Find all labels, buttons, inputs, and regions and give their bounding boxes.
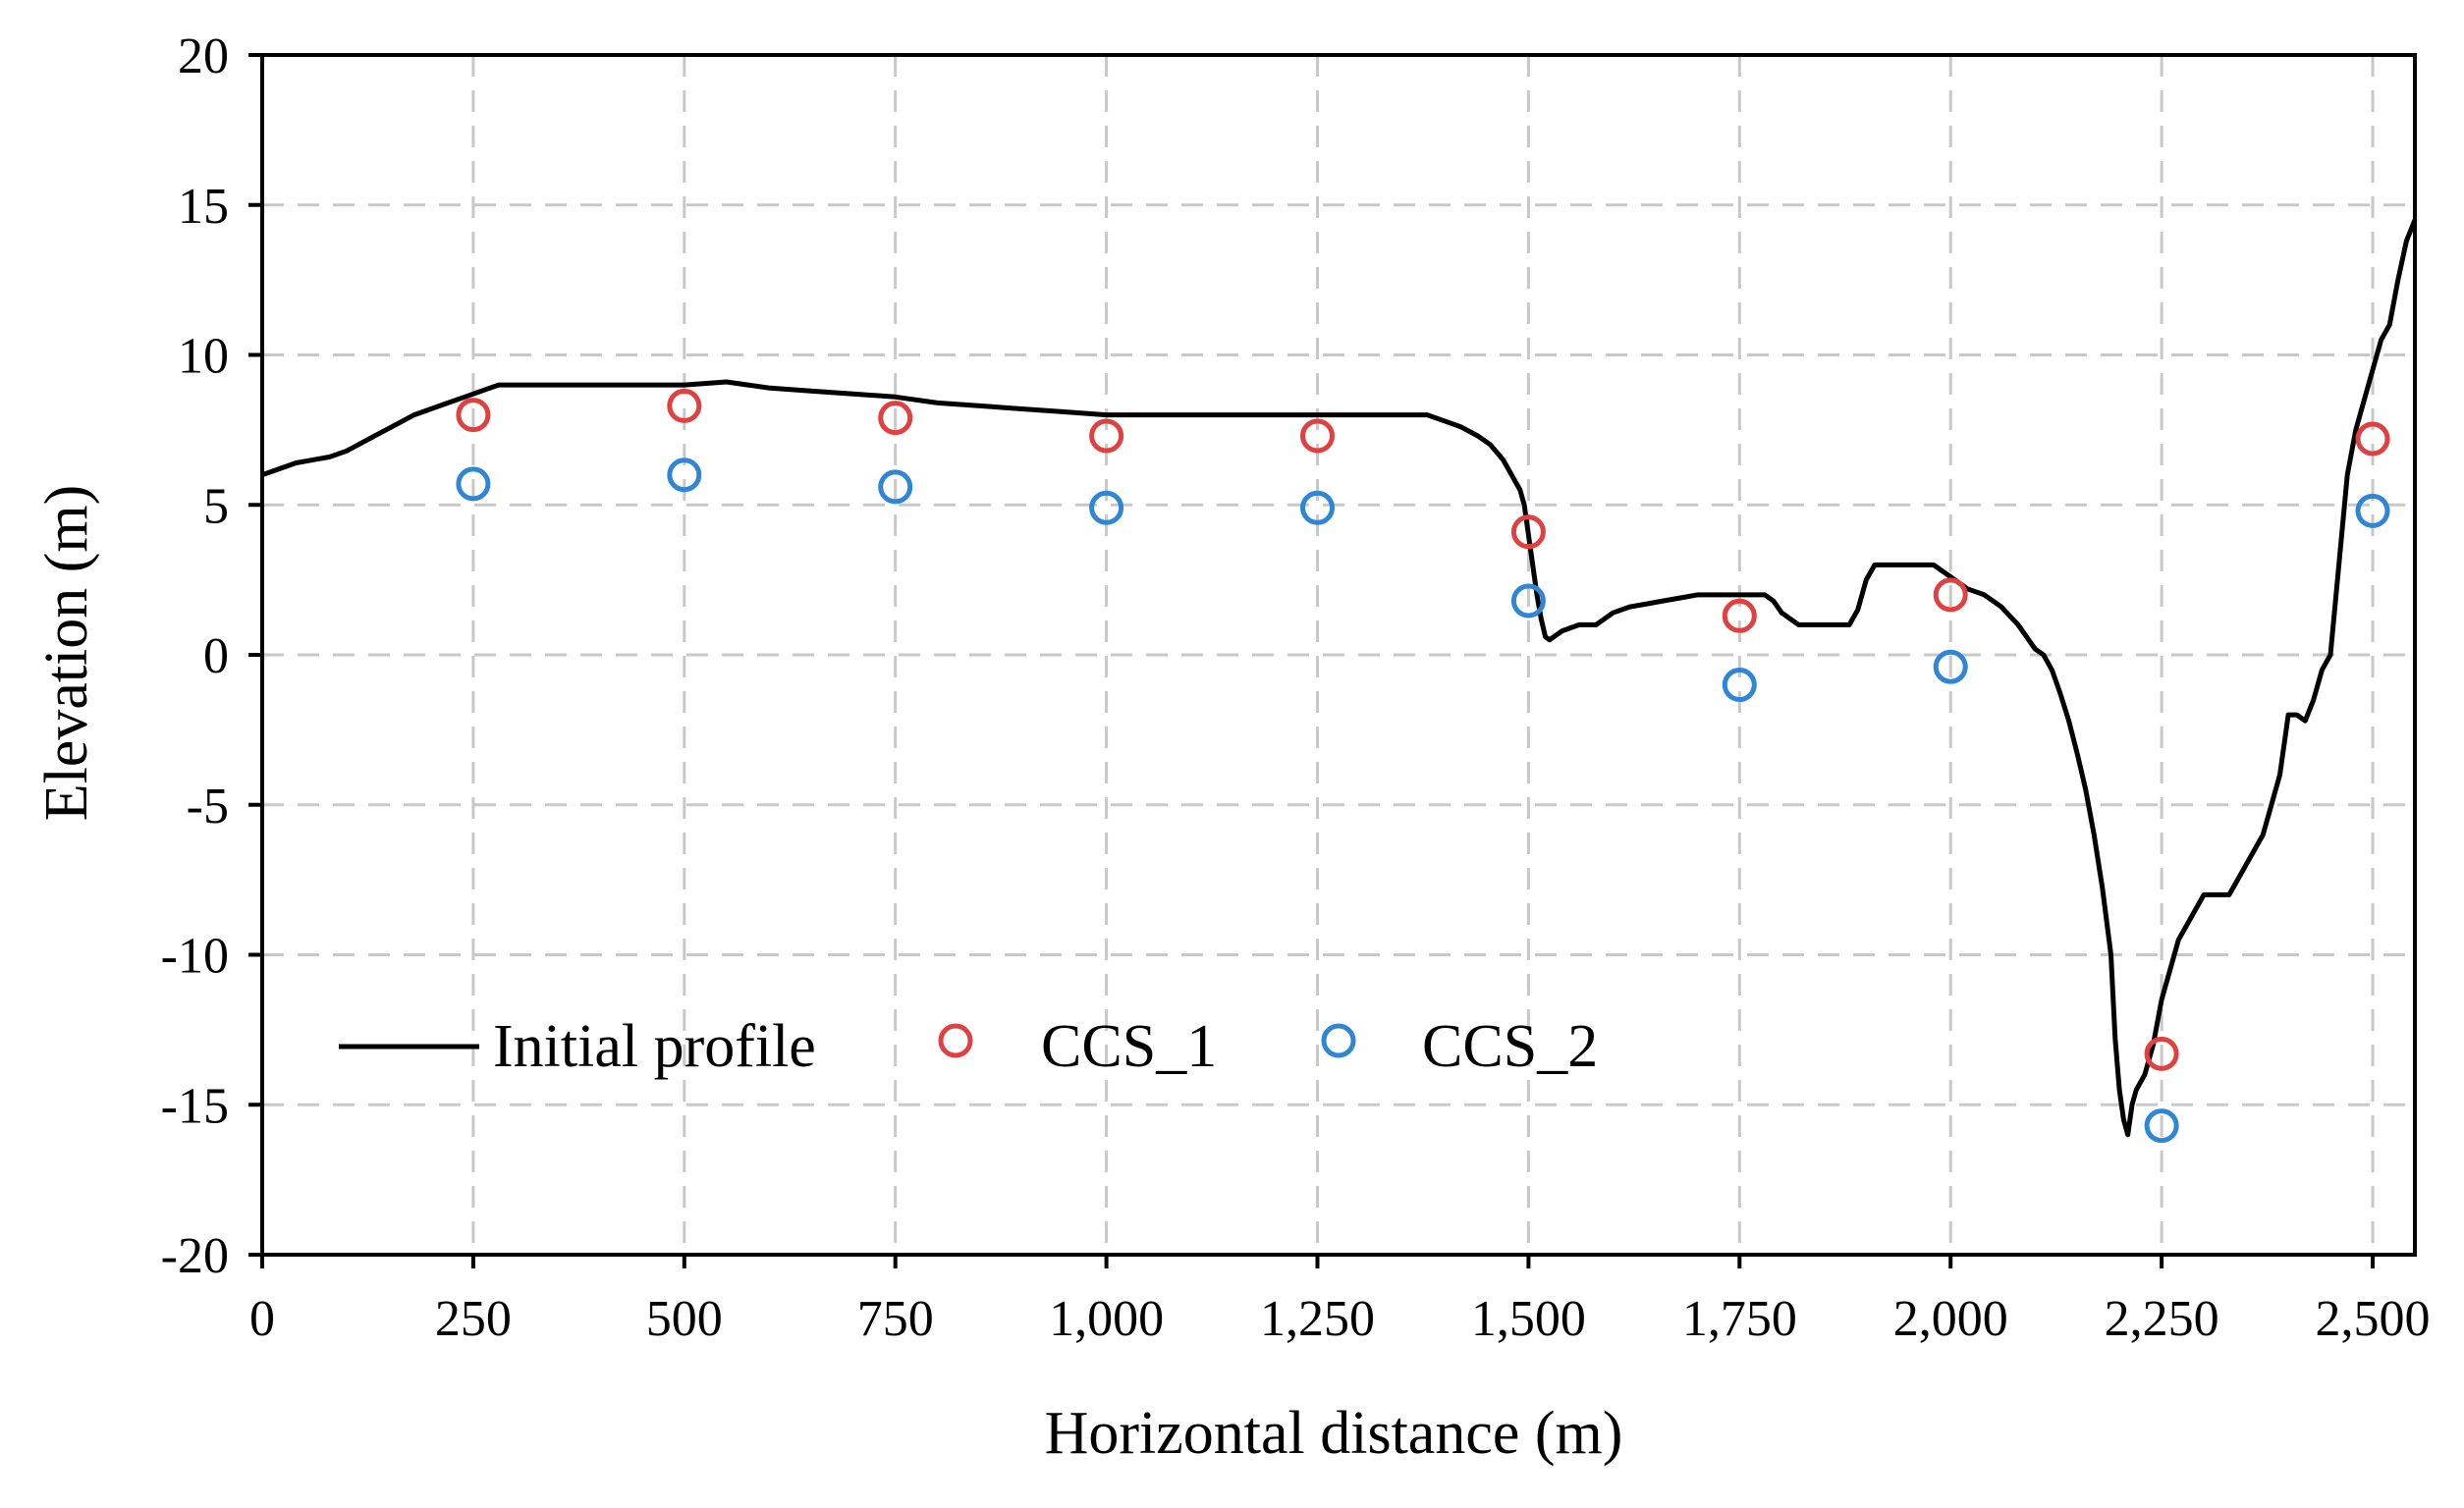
- series-line-initial-profile: [261, 219, 2418, 1138]
- x-tick-label: 2,000: [1893, 1291, 2008, 1347]
- data-point-ccs-1: [456, 398, 491, 433]
- x-tick-label: 500: [646, 1291, 723, 1347]
- x-axis-title: Horizontal distance (m): [1045, 1400, 1623, 1467]
- data-point-ccs-2: [2355, 493, 2390, 528]
- y-tick-label: 20: [178, 28, 229, 84]
- grid-layer: [262, 55, 2415, 1255]
- x-tick-label: 1,500: [1471, 1291, 1586, 1347]
- tick-labels: 0 250 500 750 1,000 1,250 1,500 1,750 2,000 2,250…: [161, 28, 2431, 1347]
- data-point-ccs-2: [1089, 490, 1124, 525]
- x-tick-label: 0: [249, 1291, 275, 1347]
- y-tick-label: -15: [161, 1078, 229, 1134]
- legend: Initial profile CCS_1 CCS_2: [339, 1013, 1598, 1080]
- y-tick-label: 10: [178, 329, 229, 385]
- data-point-ccs-1: [2144, 1036, 2179, 1071]
- y-axis-title: Elevation (m): [33, 485, 100, 822]
- data-point-ccs-1: [1300, 418, 1336, 454]
- legend-label-ccs-2: CCS_2: [1422, 1013, 1598, 1080]
- data-point-ccs-1: [667, 388, 702, 423]
- data-point-ccs-2: [1510, 583, 1546, 619]
- data-point-ccs-2: [456, 466, 491, 502]
- y-tick-label: -20: [161, 1228, 229, 1284]
- y-tick-label: -5: [187, 779, 229, 835]
- data-point-ccs-1: [1933, 577, 1968, 613]
- x-tick-label: 250: [435, 1291, 512, 1347]
- data-point-ccs-1: [1510, 514, 1546, 550]
- y-tick-label: 0: [203, 628, 229, 684]
- data-point-ccs-1: [1089, 418, 1124, 454]
- legend-label-initial-profile: Initial profile: [493, 1013, 816, 1080]
- series-layer: [261, 219, 2418, 1144]
- x-tick-label: 2,250: [2105, 1291, 2219, 1347]
- x-tick-label: 2,500: [2316, 1291, 2431, 1347]
- y-tick-label: 15: [178, 179, 229, 235]
- y-tick-label: 5: [203, 478, 229, 534]
- legend-label-ccs-1: CCS_1: [1041, 1013, 1217, 1080]
- data-point-ccs-1: [2355, 421, 2390, 457]
- data-point-ccs-2: [1300, 490, 1336, 525]
- y-tick-label: -10: [161, 929, 229, 985]
- data-point-ccs-1: [878, 401, 913, 436]
- axes-layer: [248, 53, 2417, 1268]
- data-point-ccs-2: [667, 458, 702, 493]
- legend-marker-ccs-2: [1321, 1023, 1356, 1058]
- x-tick-label: 1,000: [1049, 1291, 1164, 1347]
- data-point-ccs-2: [1722, 668, 1757, 703]
- data-point-ccs-1: [1722, 598, 1757, 633]
- data-point-ccs-2: [2144, 1108, 2179, 1144]
- data-point-ccs-2: [878, 469, 913, 505]
- x-tick-label: 750: [857, 1291, 934, 1347]
- x-tick-label: 1,250: [1260, 1291, 1375, 1347]
- legend-marker-ccs-1: [938, 1023, 973, 1058]
- x-tick-label: 1,750: [1682, 1291, 1797, 1347]
- data-point-ccs-2: [1933, 649, 1968, 684]
